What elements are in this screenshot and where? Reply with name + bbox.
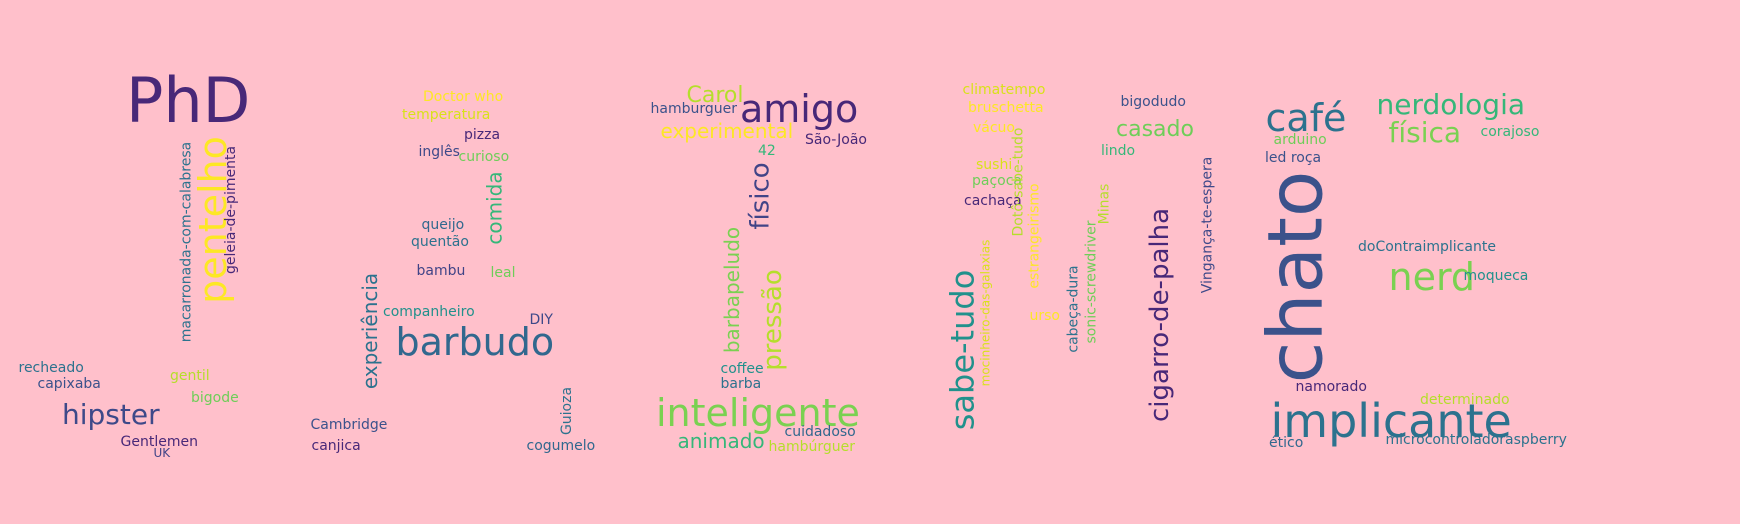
word-cloud-word: comida (482, 171, 507, 245)
word-cloud-word: nerd (1388, 255, 1476, 299)
word-cloud-word: paçoca (972, 173, 1023, 189)
word-cloud-word: urso (1029, 308, 1061, 324)
word-cloud-word: pizza (464, 127, 501, 143)
word-cloud-word: bambu (416, 263, 466, 279)
word-cloud-word: cogumelo (526, 438, 596, 454)
word-cloud-word: pressão (757, 269, 788, 371)
word-cloud-word: Carol (686, 83, 744, 108)
word-cloud-word: leal (490, 265, 516, 281)
word-cloud-word: 42 (758, 143, 776, 159)
word-cloud-word: animado (677, 429, 765, 453)
word-cloud-word: doContraimplicante (1358, 239, 1496, 255)
word-cloud-word: inglês (418, 144, 460, 160)
word-cloud-word: capixaba (37, 376, 101, 392)
word-cloud-word: experiência (358, 272, 383, 390)
word-cloud-word: UK (153, 446, 171, 460)
word-cloud-word: Cambridge (310, 417, 388, 433)
word-cloud-word: temperatura (402, 107, 491, 123)
word-cloud-word: Vingança-te-espera (1198, 156, 1215, 294)
word-cloud-word: macarronada-com-calabresa (177, 141, 194, 343)
word-cloud-word: bigode (191, 390, 239, 406)
word-cloud-word: led roça (1265, 150, 1322, 166)
word-cloud-word: geleia-de-pimenta (223, 145, 240, 275)
word-cloud-word: bruschetta (968, 100, 1044, 116)
word-cloud-word: recheado (18, 360, 84, 376)
word-cloud-word: quentão (411, 234, 469, 250)
word-cloud-word: São-João (805, 132, 867, 148)
word-cloud-word: cachaça (964, 193, 1022, 209)
word-cloud-word: Gentlemen (120, 434, 198, 450)
word-cloud-word: físico (745, 162, 776, 230)
word-cloud-word: coffee (720, 361, 764, 377)
word-cloud-word: determinado (1420, 392, 1510, 408)
word-cloud-word: chato (1249, 170, 1339, 384)
word-cloud-word: ético (1269, 435, 1304, 451)
word-cloud-word: canjica (311, 438, 361, 454)
word-cloud-word: inteligente (656, 391, 860, 435)
word-cloud-word: cuidadoso (784, 424, 856, 440)
word-cloud-word: barbudo (395, 320, 555, 364)
word-cloud-word: experimental (660, 119, 794, 143)
word-cloud-word: corajoso (1480, 124, 1540, 140)
word-cloud-word: namorado (1295, 379, 1367, 395)
word-cloud-word: gentil (170, 368, 210, 384)
word-cloud-word: sushi (976, 157, 1013, 173)
word-cloud-word: PhD (126, 64, 251, 137)
word-cloud-word: curioso (458, 149, 510, 165)
word-cloud-word: estrangeirismo (1026, 183, 1043, 289)
word-cloud-word: mocinheiro-das-galaxias (977, 239, 992, 387)
word-cloud-word: DIY (529, 312, 553, 328)
word-cloud-word: Doctor who (423, 89, 504, 105)
word-cloud-word: nerdologia (1376, 88, 1526, 121)
word-cloud-word: climatempo (962, 82, 1046, 98)
word-cloud-word: Minas (1095, 183, 1112, 225)
word-cloud-word: sabe-tudo (942, 269, 981, 431)
word-cloud-word: vácuo (973, 120, 1015, 136)
word-cloud-word: implicante (1270, 394, 1512, 448)
word-cloud-word: hipster (62, 398, 160, 431)
word-cloud-word: cigarro-de-palha (1145, 207, 1176, 423)
word-cloud-word: barbapeludo (720, 226, 745, 354)
word-cloud-word: moqueca (1463, 268, 1529, 284)
word-cloud-word: hamburguer (650, 101, 738, 117)
word-cloud-word: cabeça-dura (1065, 265, 1082, 353)
word-cloud-word: Guioza (559, 386, 576, 436)
word-cloud-word: queijo (421, 217, 465, 233)
word-cloud-word: microcontroladoraspberry (1385, 432, 1567, 448)
word-cloud-word: Dotô-sabe-tudo (1009, 127, 1026, 237)
word-cloud-word: bigodudo (1120, 94, 1186, 110)
word-cloud-word: hambúrguer (768, 439, 856, 455)
word-cloud-word: companheiro (383, 304, 475, 320)
word-cloud-word: arduino (1273, 132, 1327, 148)
word-cloud-word: café (1265, 96, 1347, 140)
word-cloud-word: amigo (740, 87, 859, 131)
word-cloud-word: casado (1116, 117, 1194, 142)
word-cloud-word: barba (720, 376, 762, 392)
word-cloud-word: física (1388, 116, 1462, 149)
word-cloud-word: lindo (1101, 143, 1136, 159)
word-cloud-word: sonic-screwdriver (1083, 220, 1100, 344)
